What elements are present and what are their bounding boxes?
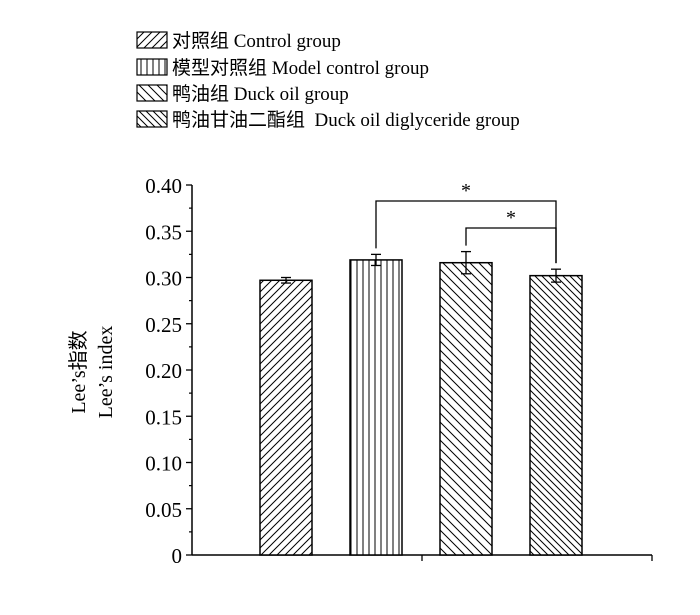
x-axis <box>192 554 653 561</box>
significance-brackets: ** <box>375 180 557 264</box>
y-axis-title-line-1: Lee’s指数 <box>67 330 90 413</box>
y-tick-label: 0.10 <box>145 452 182 476</box>
bar-1 <box>259 279 313 556</box>
error-bars <box>281 250 561 284</box>
y-tick-label: 0 <box>172 544 183 568</box>
y-tick-label: 0.25 <box>145 313 182 337</box>
significance-bracket-2 <box>465 227 557 264</box>
legend-swatch-4 <box>136 110 168 128</box>
y-axis-title-line-2: Lee’s index <box>95 326 117 419</box>
significance-label-2: * <box>506 207 516 229</box>
legend-label-3: 鸭油组 Duck oil group <box>172 83 349 105</box>
y-tick-label: 0.20 <box>145 359 182 383</box>
legend-label-2: 模型对照组 Model control group <box>172 57 429 79</box>
bar-2 <box>349 259 403 556</box>
legend-swatch-2 <box>136 58 168 76</box>
legend-label-4: 鸭油甘油二酯组 Duck oil diglyceride group <box>172 109 520 131</box>
y-axis-title: Lee’s指数 Lee’s index <box>67 326 117 419</box>
y-tick-label: 0.30 <box>145 267 182 291</box>
bar-4 <box>529 274 583 556</box>
legend: 对照组 Control group 模型对照组 Model control gro… <box>136 30 520 131</box>
bar-3 <box>439 261 493 556</box>
legend-swatch-3 <box>136 84 168 102</box>
bars <box>259 259 583 556</box>
y-tick-label: 0.15 <box>145 405 182 429</box>
legend-swatch-1 <box>136 31 168 49</box>
y-tick-label: 0.05 <box>145 498 182 522</box>
significance-label-1: * <box>461 180 471 202</box>
y-axis: 0 0.05 0.10 0.15 0.20 0.25 0.30 0.35 0.40 <box>145 174 193 568</box>
legend-label-1: 对照组 Control group <box>172 30 341 52</box>
y-tick-label: 0.40 <box>145 174 182 198</box>
y-tick-label: 0.35 <box>145 220 182 244</box>
